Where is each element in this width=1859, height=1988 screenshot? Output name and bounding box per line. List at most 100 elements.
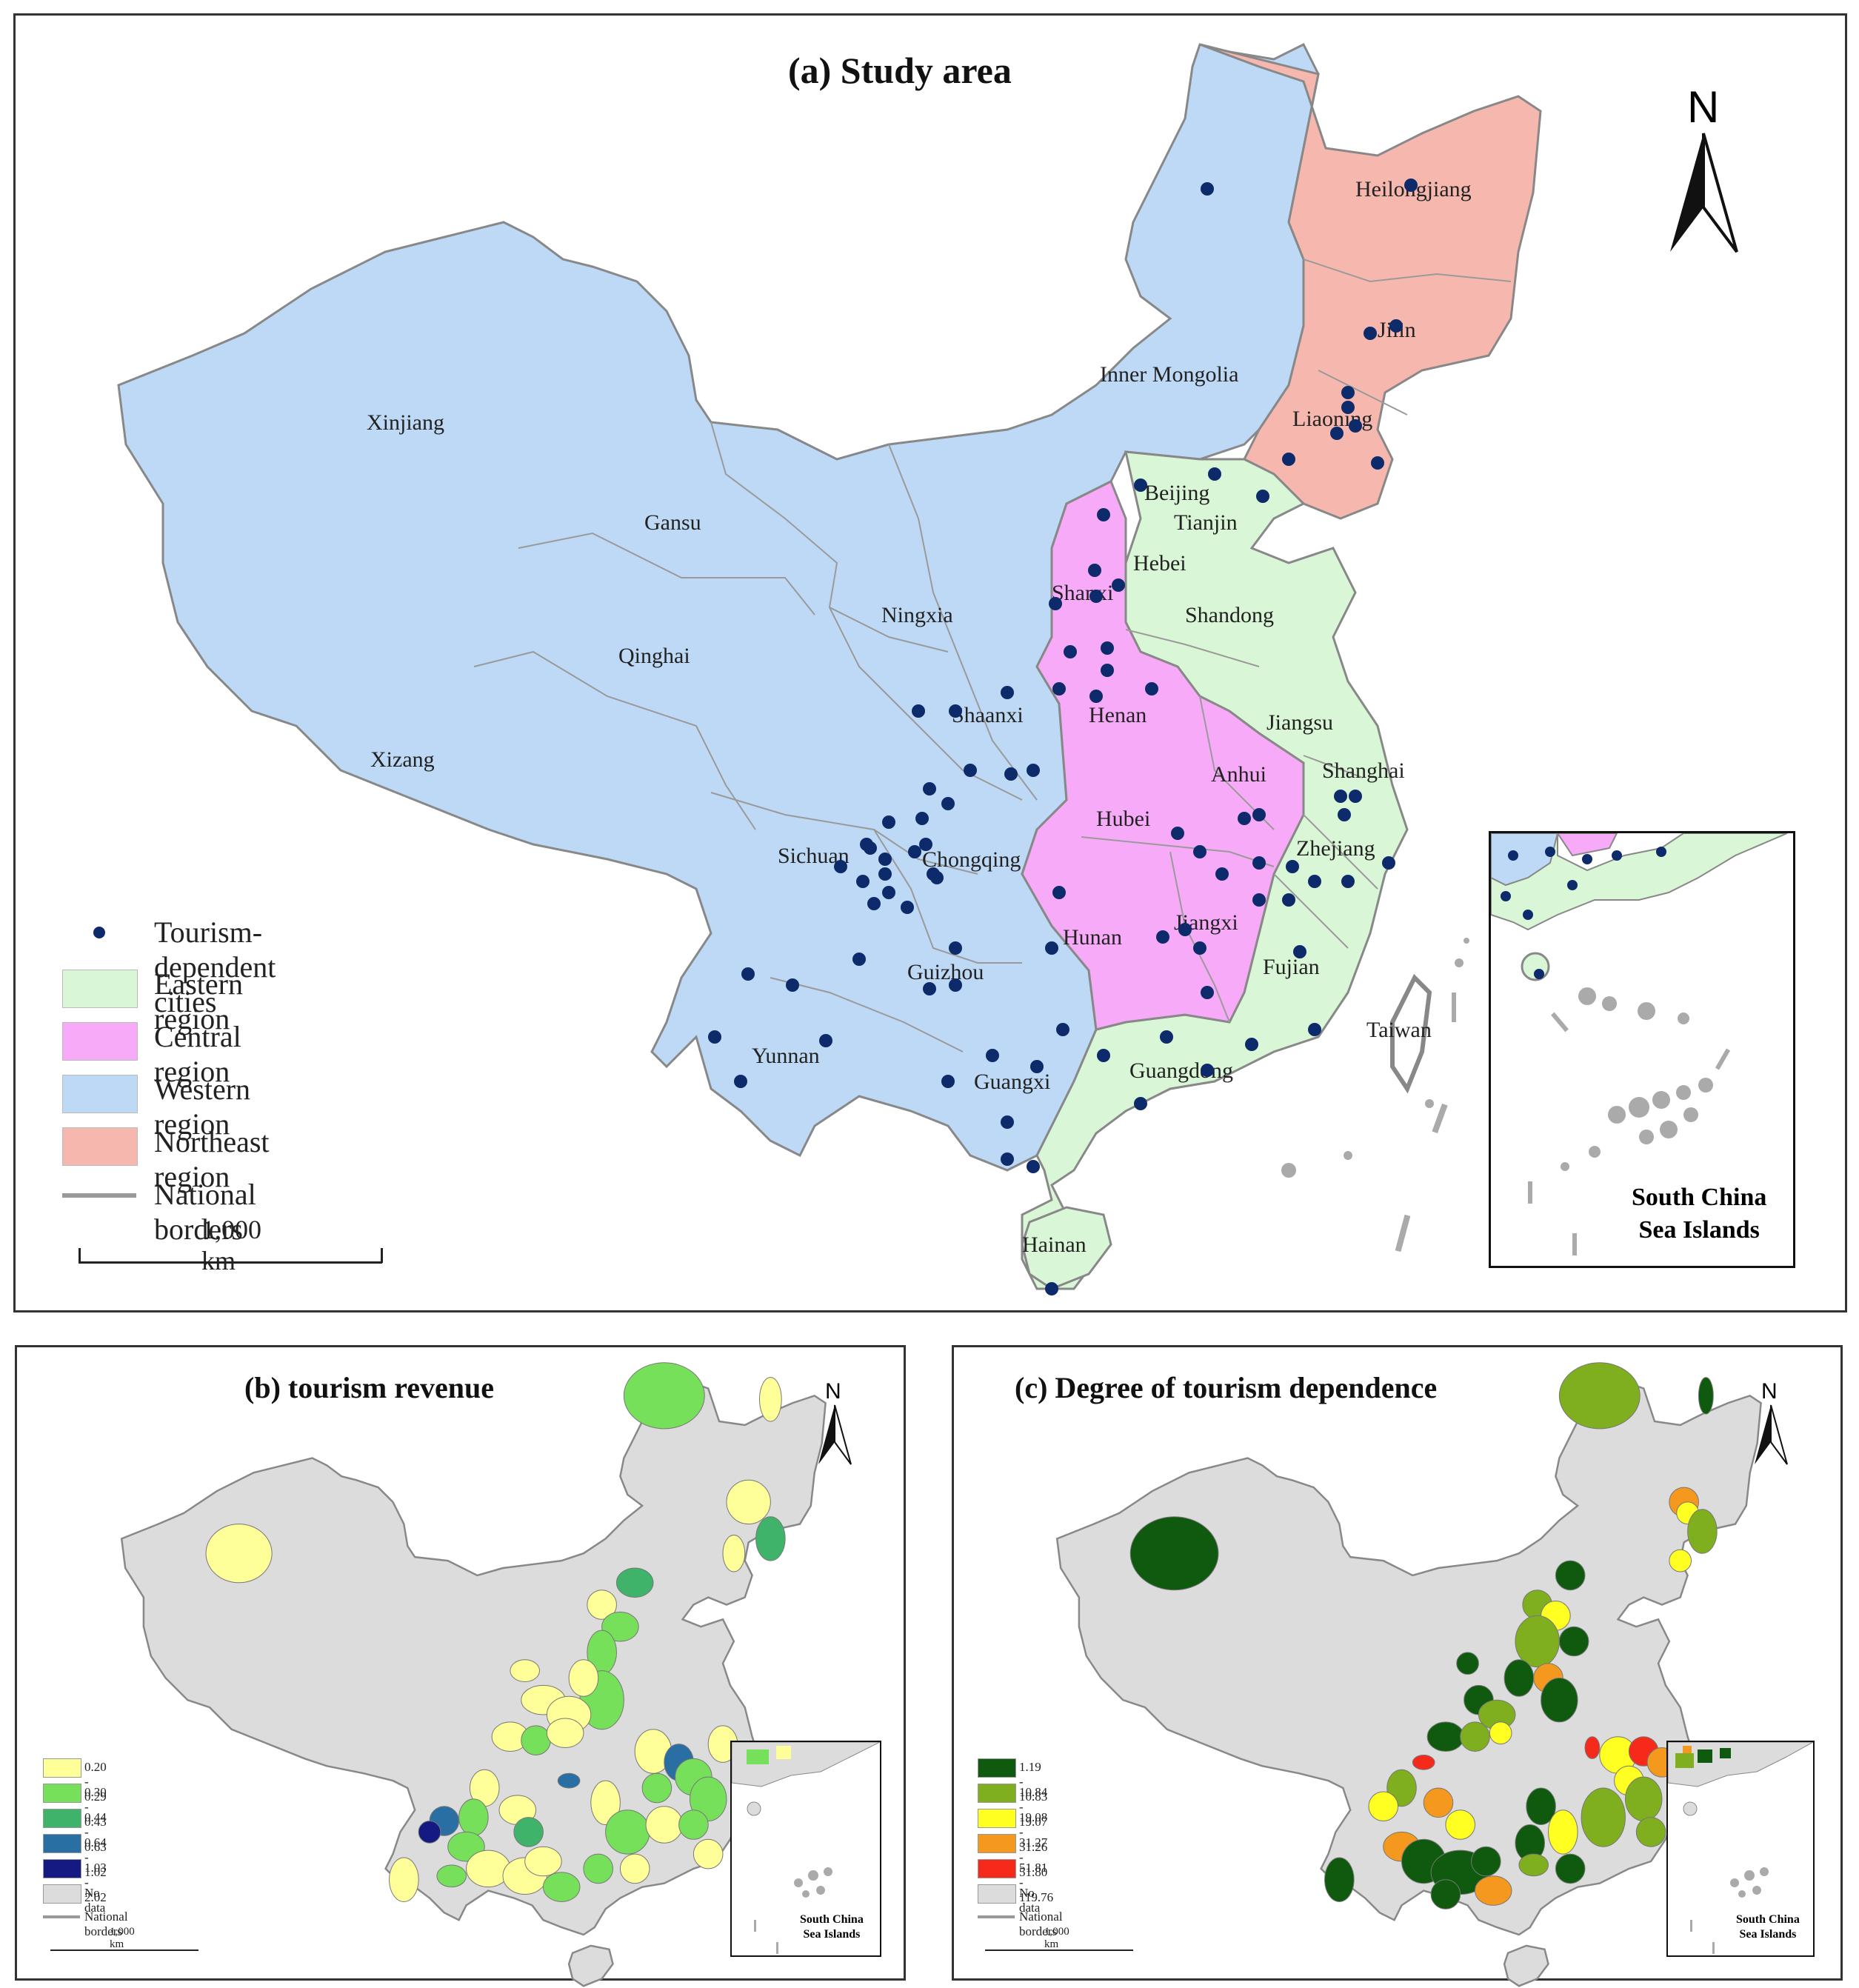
legend-swatch (978, 1859, 1016, 1878)
north-arrow-b: N (816, 1379, 853, 1468)
hainan-island (1503, 1944, 1549, 1987)
city-patch (1460, 1721, 1490, 1752)
city-patch (1518, 1853, 1549, 1877)
city-patch (759, 1377, 782, 1422)
legend-swatch (43, 1859, 81, 1878)
city-patch (1456, 1652, 1479, 1675)
city-patch (755, 1516, 786, 1561)
legend-swatch (43, 1809, 81, 1828)
legend-label: 0.64 - 1.02 (84, 1835, 107, 1879)
legend-label: 51.81 - 119.76 (1019, 1861, 1054, 1904)
legend-label: National borders (84, 1909, 128, 1938)
city-patch (1558, 1362, 1641, 1430)
legend-label: 31.27 - 51.80 (1019, 1835, 1048, 1879)
city-patch (510, 1659, 540, 1682)
city-patch (1471, 1846, 1501, 1877)
inset-b: South China Sea Islands (730, 1741, 881, 1957)
city-patch (1687, 1509, 1718, 1554)
taiwan-island (1390, 973, 1432, 1094)
eastern-swatch (62, 970, 138, 1008)
city-patch (689, 1776, 727, 1822)
inset-c: South China Sea Islands (1666, 1741, 1815, 1957)
scale-label: 1,000 km (1044, 1926, 1069, 1950)
north-arrow-c: N (1752, 1379, 1789, 1468)
legend-label: No data (84, 1886, 106, 1915)
north-arrow-icon (818, 1404, 852, 1465)
hainan-island (567, 1944, 614, 1987)
north-arrow-icon (1755, 1404, 1788, 1465)
city-patch (1698, 1377, 1714, 1415)
city-dot-icon (93, 927, 105, 938)
legend-label: 19.08 - 31.26 (1019, 1810, 1048, 1854)
legend-swatch (978, 1758, 1016, 1778)
city-patch (1669, 1549, 1692, 1572)
inset-map (732, 1742, 880, 1954)
city-patch (623, 1362, 705, 1430)
scale-line (50, 1949, 198, 1951)
city-patch (1430, 1879, 1461, 1909)
legend-swatch (43, 1784, 81, 1803)
city-patch (1475, 1875, 1512, 1906)
city-patch (1368, 1791, 1399, 1822)
city-patch (1555, 1560, 1586, 1591)
inset-label: South China Sea Islands (800, 1913, 864, 1941)
city-patch (513, 1817, 544, 1847)
legend-label: 1.03 - 2.02 (84, 1861, 107, 1904)
border-line-icon (43, 1915, 80, 1918)
city-patch (568, 1659, 599, 1697)
legend-label: National borders (1019, 1909, 1063, 1938)
city-patch (546, 1718, 584, 1749)
hainan-island (1021, 1206, 1112, 1290)
legend-swatch (978, 1884, 1016, 1904)
city-patch (524, 1846, 562, 1877)
tourism-dependence-title: (c) Degree of tourism dependence (1015, 1371, 1438, 1404)
city-patch (1541, 1678, 1578, 1723)
legend-swatch (978, 1784, 1016, 1803)
legend-label: 0.20 - 0.29 (84, 1760, 107, 1804)
city-patch (1558, 1626, 1589, 1657)
city-patch (619, 1853, 650, 1884)
city-patch (726, 1479, 771, 1525)
central-region-area (1021, 479, 1305, 1031)
city-patch (601, 1611, 639, 1642)
western-swatch (62, 1075, 138, 1113)
city-patch (1515, 1615, 1560, 1668)
city-patch (1526, 1787, 1556, 1825)
city-patch (583, 1853, 613, 1884)
north-arrow-icon (1670, 133, 1738, 253)
border-line-icon (978, 1915, 1015, 1918)
border-line-icon (62, 1193, 136, 1198)
city-patch (1324, 1857, 1355, 1902)
inset-label: South China Sea Islands (1632, 1184, 1767, 1244)
province-borders (473, 258, 1512, 1053)
city-patch (692, 1838, 724, 1869)
city-patch (205, 1524, 273, 1584)
scale-label: 1,000 km (110, 1926, 135, 1950)
city-patch (615, 1567, 654, 1598)
inset-map (1491, 833, 1788, 1255)
legend-label: 10.84 - 19.07 (1019, 1785, 1048, 1829)
china-base (1055, 1369, 1762, 1936)
legend-swatch (43, 1884, 81, 1904)
scale-line (985, 1949, 1133, 1951)
city-patch (641, 1772, 672, 1804)
legend-label: No data (1019, 1886, 1041, 1915)
city-patch (1581, 1787, 1626, 1847)
city-patch (1489, 1721, 1512, 1745)
city-patch (1584, 1736, 1601, 1759)
city-patch (1635, 1817, 1666, 1847)
inset-label: South China Sea Islands (1736, 1913, 1800, 1941)
city-patch (1129, 1516, 1219, 1591)
city-patch (1426, 1721, 1465, 1752)
tourism-revenue-title: (b) tourism revenue (244, 1371, 494, 1404)
city-patch (678, 1809, 709, 1840)
city-patch (542, 1872, 581, 1902)
city-patch (587, 1590, 617, 1620)
city-patch (1548, 1809, 1578, 1855)
city-patch (1503, 1659, 1535, 1697)
study-area-title: (a) Study area (788, 50, 1012, 91)
city-patch (1555, 1853, 1586, 1884)
city-patch (557, 1772, 581, 1789)
